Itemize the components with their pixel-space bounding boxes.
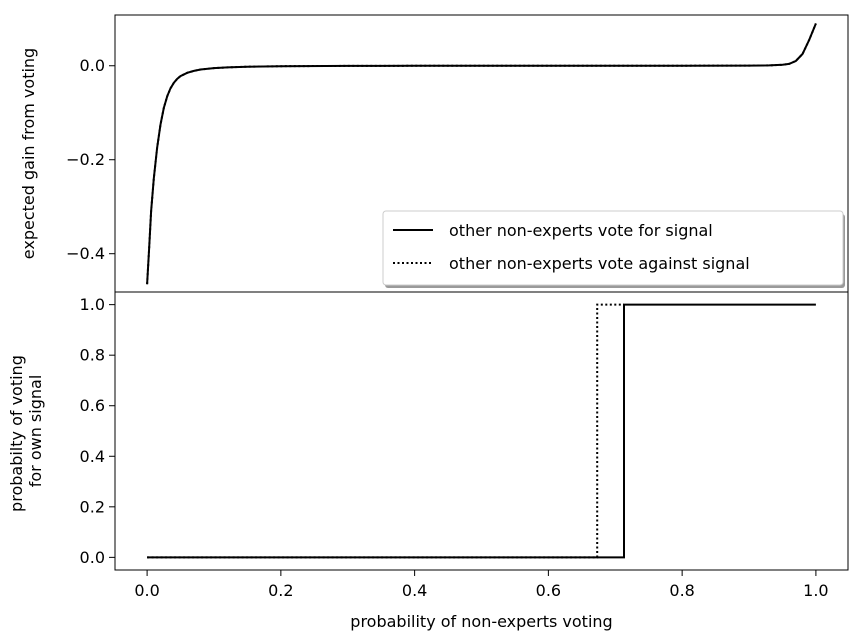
top-y-axis-label: expected gain from voting — [19, 48, 38, 259]
bottom-x-axis-label: probability of non-experts voting — [350, 612, 612, 631]
y-tick-label: 0.0 — [80, 56, 105, 75]
x-tick-label: 0.4 — [402, 581, 427, 600]
y-tick-label: 0.2 — [80, 497, 105, 516]
bottom-y-axis-label-line-1: probabilty of voting — [7, 355, 26, 512]
y-tick-label: 0.0 — [80, 548, 105, 567]
x-tick-label: 0.6 — [536, 581, 561, 600]
y-tick-label: 0.6 — [80, 396, 105, 415]
bottom-panel: 0.0 0.2 0.4 0.6 0.8 1.0 0.0 0.2 0.4 0.6 0.8 1.0 pr… — [7, 291, 849, 631]
legend: other non-experts vote for signal other n… — [382, 210, 845, 288]
series-line-vote-for-signal — [147, 303, 816, 559]
bottom-y-ticks: 0.0 0.2 0.4 0.6 0.8 1.0 — [80, 295, 115, 567]
y-tick-label: 1.0 — [80, 295, 105, 314]
bottom-plot-lines — [147, 303, 816, 559]
legend-box — [382, 210, 844, 286]
x-tick-label: 0.0 — [134, 581, 159, 600]
x-tick-label: 0.2 — [268, 581, 293, 600]
legend-entry-label: other non-experts vote for signal — [449, 221, 713, 240]
y-tick-label: 0.4 — [80, 447, 105, 466]
bottom-x-ticks: 0.0 0.2 0.4 0.6 0.8 1.0 — [134, 570, 829, 600]
y-tick-label: 0.8 — [80, 346, 105, 365]
top-plot-lines — [146, 23, 817, 285]
bottom-y-axis-label: probabilty of voting for own signal — [7, 350, 45, 512]
series-line-vote-for-signal — [146, 23, 817, 285]
legend-entry-label: other non-experts vote against signal — [449, 254, 750, 273]
bottom-axes-frame — [114, 291, 849, 571]
y-tick-label: −0.2 — [66, 150, 105, 169]
x-tick-label: 0.8 — [669, 581, 694, 600]
y-tick-label: −0.4 — [66, 244, 105, 263]
top-panel: 0.0 −0.2 −0.4 expected gain from voting ot… — [19, 14, 849, 293]
top-y-ticks: 0.0 −0.2 −0.4 — [66, 56, 115, 263]
bottom-y-axis-label-line-2: for own signal — [26, 375, 45, 488]
x-tick-label: 1.0 — [803, 581, 828, 600]
